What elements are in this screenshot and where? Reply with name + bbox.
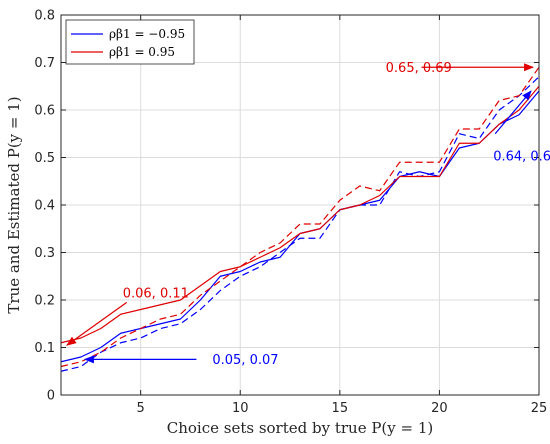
y-axis-label: True and Estimated P(y = 1)	[5, 96, 23, 313]
x-tick-label: 25	[531, 401, 548, 416]
y-tick-label: 0.4	[34, 199, 55, 214]
legend-label-red: ρβ1 = 0.95	[109, 45, 175, 59]
y-tick-label: 0.6	[34, 104, 55, 119]
x-tick-label: 10	[232, 401, 249, 416]
annotation-arrow	[66, 301, 128, 346]
x-tick-label: 5	[137, 401, 145, 416]
x-tick-label: 15	[332, 401, 349, 416]
tick-labels: 5 10 15 20 25 0 0.1 0.2 0.3 0.4 0.5 0.6 0.7 0.8	[34, 9, 547, 417]
annotation-label: 0.65, 0.69	[386, 61, 452, 76]
series-line-dashed	[60, 66, 540, 368]
y-tick-label: 0.8	[34, 9, 55, 24]
series-line-solid	[60, 85, 540, 344]
annotations: 0.65, 0.69 0.64, 0.68 0.06, 0.11 0.05, 0.07	[66, 61, 550, 368]
annotation-arrow	[494, 90, 532, 135]
legend-label-blue: ρβ1 = −0.95	[109, 27, 185, 41]
series-layer	[60, 66, 540, 372]
x-axis-label: Choice sets sorted by true P(y = 1)	[167, 419, 434, 437]
legend: ρβ1 = −0.95 ρβ1 = 0.95	[65, 19, 195, 65]
x-tick-label: 20	[431, 401, 448, 416]
series-line-dashed	[60, 76, 540, 372]
grid	[61, 15, 539, 395]
y-tick-label: 0	[47, 389, 55, 404]
y-tick-label: 0.2	[34, 294, 55, 309]
y-tick-label: 0.3	[34, 246, 55, 261]
annotation-label: 0.05, 0.07	[212, 353, 278, 368]
annotation-label: 0.06, 0.11	[123, 286, 189, 301]
legend-box	[65, 19, 195, 65]
annotation-label: 0.64, 0.68	[493, 150, 550, 165]
y-tick-label: 0.5	[34, 151, 55, 166]
y-tick-label: 0.7	[34, 56, 55, 71]
y-tick-label: 0.1	[34, 341, 55, 356]
